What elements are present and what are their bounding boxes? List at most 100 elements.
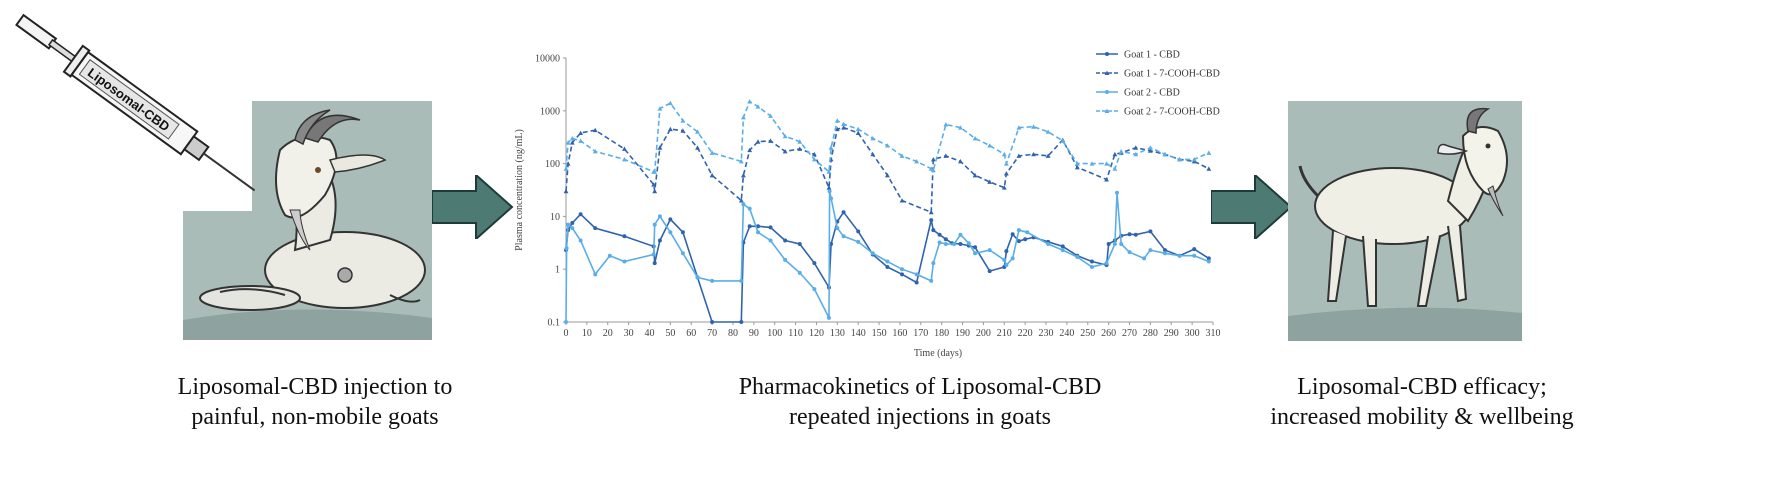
x-tick-label: 260 <box>1101 328 1116 339</box>
data-point <box>1016 125 1022 130</box>
data-point <box>1089 161 1095 166</box>
data-point <box>1016 228 1021 233</box>
caption-right-line-1: Liposomal-CBD efficacy; <box>1297 374 1547 400</box>
x-tick-label: 30 <box>624 328 634 339</box>
data-point <box>1147 145 1153 150</box>
data-point <box>797 139 803 144</box>
data-point <box>914 272 919 277</box>
data-point <box>747 224 752 229</box>
data-point <box>1119 242 1124 247</box>
data-point <box>841 125 846 130</box>
data-point <box>738 159 744 164</box>
x-tick-label: 160 <box>892 328 907 339</box>
x-tick-label: 190 <box>955 328 970 339</box>
data-point <box>928 209 934 215</box>
data-point <box>958 159 963 164</box>
x-tick-label: 170 <box>913 328 928 339</box>
data-point <box>943 153 949 158</box>
data-point <box>578 130 584 135</box>
data-point <box>783 257 788 262</box>
syringe-icon: Liposomal-CBD <box>15 13 256 192</box>
data-point <box>741 172 746 178</box>
right-illustration <box>1288 101 1522 341</box>
data-point <box>622 157 627 162</box>
x-axis-label: Time (days) <box>914 348 962 359</box>
caption-middle-line-1: Pharmacokinetics of Liposomal-CBD <box>738 374 1102 400</box>
data-point <box>826 169 832 174</box>
data-point <box>1206 256 1211 261</box>
data-point <box>958 232 963 237</box>
data-point <box>768 138 773 143</box>
data-point <box>797 270 802 275</box>
data-point <box>607 253 612 258</box>
data-point <box>972 172 978 178</box>
data-point <box>1112 166 1118 171</box>
data-point <box>657 145 663 150</box>
data-point <box>652 169 658 174</box>
data-point <box>870 136 876 141</box>
legend-marker <box>1104 70 1110 75</box>
data-point <box>652 188 658 194</box>
data-point <box>826 315 831 320</box>
x-tick-label: 300 <box>1185 328 1200 339</box>
data-point <box>1010 256 1015 261</box>
data-point <box>966 241 971 246</box>
data-point <box>710 320 715 324</box>
data-point <box>1004 249 1009 254</box>
data-point <box>680 118 686 123</box>
y-axis-label: Plasma concentration (ng/mL) <box>514 129 525 251</box>
data-point <box>1162 248 1167 253</box>
data-point <box>593 226 598 231</box>
x-tick-label: 90 <box>749 328 759 339</box>
data-point <box>929 278 934 283</box>
data-point <box>943 122 949 127</box>
data-point <box>657 106 663 111</box>
x-tick-label: 70 <box>707 328 717 339</box>
data-point <box>739 278 744 283</box>
data-point <box>958 242 963 247</box>
data-point <box>1147 148 1153 153</box>
data-point <box>987 269 992 274</box>
x-tick-label: 120 <box>809 328 824 339</box>
data-point <box>931 228 936 233</box>
legend-marker <box>1104 108 1110 113</box>
data-point <box>741 202 746 207</box>
data-point <box>856 229 861 234</box>
data-point <box>841 121 846 127</box>
data-point <box>1002 257 1007 262</box>
data-point <box>1112 242 1117 247</box>
data-point <box>1001 151 1007 157</box>
data-point <box>1118 149 1124 154</box>
data-point <box>565 140 571 145</box>
data-point <box>972 136 978 141</box>
data-point <box>1104 161 1109 166</box>
x-tick-label: 200 <box>976 328 991 339</box>
data-point <box>1045 153 1051 158</box>
y-tick-label: 1000 <box>540 106 560 117</box>
data-point <box>667 100 673 106</box>
data-point <box>885 259 890 264</box>
data-point <box>564 320 568 324</box>
data-point <box>856 239 861 244</box>
data-point <box>885 143 890 148</box>
data-point <box>1192 247 1197 252</box>
data-point <box>958 125 963 130</box>
data-point <box>578 138 584 143</box>
x-tick-label: 220 <box>1018 328 1033 339</box>
data-point <box>1060 244 1065 249</box>
data-point <box>900 267 905 272</box>
series-1 <box>564 210 1211 324</box>
caption-right: Liposomal-CBD efficacy; increased mobili… <box>1262 372 1582 432</box>
data-point <box>973 245 978 250</box>
data-point <box>680 230 685 235</box>
data-point <box>835 226 840 231</box>
data-point <box>914 280 919 285</box>
x-tick-label: 280 <box>1143 328 1158 339</box>
series-3 <box>564 189 1211 324</box>
data-point <box>937 240 942 245</box>
data-point <box>768 113 773 118</box>
x-tick-label: 80 <box>728 328 738 339</box>
x-tick-label: 150 <box>872 328 887 339</box>
data-point <box>622 146 627 151</box>
series-line <box>565 191 1210 323</box>
